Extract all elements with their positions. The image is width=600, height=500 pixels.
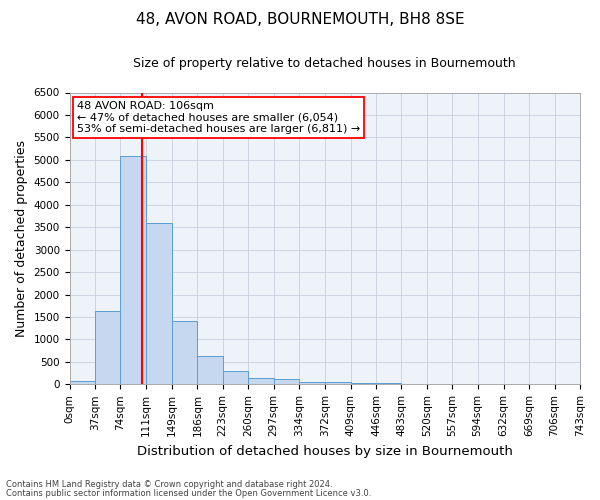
Bar xyxy=(172,322,197,384)
Bar xyxy=(299,382,325,384)
Text: Contains public sector information licensed under the Open Government Licence v3: Contains public sector information licen… xyxy=(6,488,371,498)
Title: Size of property relative to detached houses in Bournemouth: Size of property relative to detached ho… xyxy=(133,58,516,70)
Y-axis label: Number of detached properties: Number of detached properties xyxy=(15,140,28,337)
Bar xyxy=(146,222,172,384)
Bar xyxy=(248,378,274,384)
Bar xyxy=(274,379,299,384)
Text: Contains HM Land Registry data © Crown copyright and database right 2024.: Contains HM Land Registry data © Crown c… xyxy=(6,480,332,489)
Bar xyxy=(95,312,121,384)
Bar xyxy=(223,371,248,384)
Text: 48, AVON ROAD, BOURNEMOUTH, BH8 8SE: 48, AVON ROAD, BOURNEMOUTH, BH8 8SE xyxy=(136,12,464,28)
X-axis label: Distribution of detached houses by size in Bournemouth: Distribution of detached houses by size … xyxy=(137,444,513,458)
Bar xyxy=(325,382,350,384)
Text: 48 AVON ROAD: 106sqm
← 47% of detached houses are smaller (6,054)
53% of semi-de: 48 AVON ROAD: 106sqm ← 47% of detached h… xyxy=(77,102,361,134)
Bar xyxy=(350,382,376,384)
Bar xyxy=(121,156,146,384)
Bar xyxy=(197,356,223,384)
Bar xyxy=(70,381,95,384)
